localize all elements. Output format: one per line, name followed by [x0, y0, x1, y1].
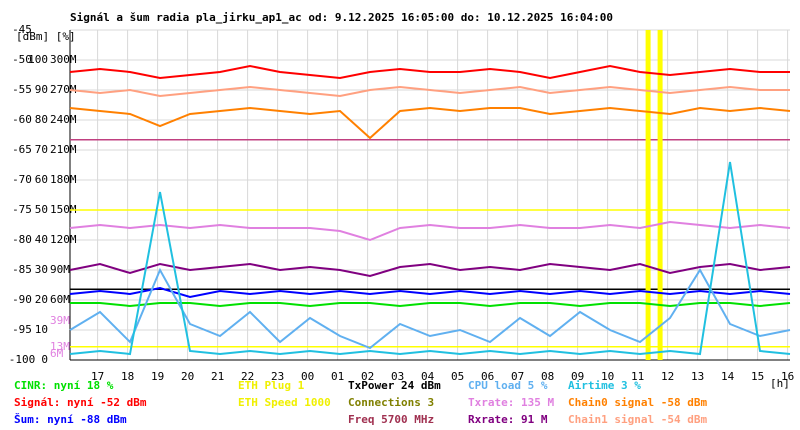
legend-entry: CINR: nyní 18 % — [14, 379, 114, 392]
series-line — [69, 64, 790, 80]
y-tick-label: -50 — [12, 53, 32, 66]
rate-tick-label: 300M — [50, 53, 77, 66]
pct-tick-label: 80 — [35, 113, 48, 126]
x-tick-label: 05 — [451, 370, 464, 383]
x-tick-label: 19 — [151, 370, 164, 383]
pct-tick-label: 10 — [35, 323, 48, 336]
chart-title: Signál a šum radia pla_jirku_ap1_ac od: … — [70, 11, 613, 24]
pct-tick-label: 20 — [35, 293, 48, 306]
rate-tick-label: 90M — [50, 263, 70, 276]
x-tick-label: 15 — [751, 370, 764, 383]
y-tick-label: -75 — [12, 203, 32, 216]
y-tick-label: -80 — [12, 233, 32, 246]
legend-entry: Chain0 signal -58 dBm — [568, 396, 707, 409]
x-tick-label: 09 — [571, 370, 584, 383]
legend-entry: Chain1 signal -54 dBm — [568, 413, 707, 426]
rate-marker: 6M — [50, 347, 64, 360]
legend-entry: ETH Plug 1 — [238, 379, 305, 392]
y-tick-label: -70 — [12, 173, 32, 186]
series-line — [70, 302, 791, 308]
pct-tick-label: 100 — [28, 53, 48, 66]
rate-tick-label: 60M — [50, 293, 70, 306]
legend-entry: ETH Speed 1000 — [238, 396, 331, 409]
pct-tick-label: 90 — [35, 83, 48, 96]
legend-entry: Freq 5700 MHz — [348, 413, 434, 426]
pct-tick-label: 40 — [35, 233, 48, 246]
rate-marker: 13M — [50, 340, 70, 353]
x-tick-label: 06 — [481, 370, 494, 383]
pct-tick-label: 0 — [41, 353, 48, 366]
legend-entry: Šum: nyní -88 dBm — [14, 413, 127, 426]
x-tick-label: 21 — [211, 370, 224, 383]
y-tick-label: -55 — [12, 83, 32, 96]
legend-entry: Txrate: 135 M — [468, 396, 554, 409]
legend-entry: CPU load 5 % — [468, 379, 548, 392]
legend-entry: Airtime 3 % — [568, 379, 641, 392]
series-line — [69, 85, 790, 98]
x-tick-label: 01 — [331, 370, 344, 383]
rate-tick-label: 120M — [50, 233, 77, 246]
x-tick-label: 17 — [91, 370, 104, 383]
x-tick-label: 14 — [721, 370, 735, 383]
y-tick-label: -90 — [12, 293, 32, 306]
rate-tick-label: 210M — [50, 143, 77, 156]
y-tick-label: -100 — [9, 353, 36, 366]
x-tick-label: 07 — [511, 370, 524, 383]
x-tick-label: 11 — [631, 370, 644, 383]
y-tick-label: -60 — [12, 113, 32, 126]
series-line — [69, 106, 791, 140]
rate-marker: 39M — [50, 314, 70, 327]
pct-tick-label: 30 — [35, 263, 48, 276]
series-line — [69, 286, 791, 299]
x-tick-label: 16 — [781, 370, 794, 383]
x-tick-label: 02 — [361, 370, 374, 383]
rate-tick-label: 180M — [50, 173, 77, 186]
x-tick-label: 03 — [391, 370, 404, 383]
x-tick-label: 04 — [421, 370, 435, 383]
pct-tick-label: 60 — [35, 173, 48, 186]
series-line — [69, 220, 791, 242]
x-tick-label: 00 — [301, 370, 314, 383]
legend-entry: Rxrate: 91 M — [468, 413, 548, 426]
rate-tick-label: 240M — [50, 113, 77, 126]
x-tick-label: 18 — [121, 370, 134, 383]
y-tick-label: -65 — [12, 143, 32, 156]
legend-entry: Connections 3 — [348, 396, 434, 409]
y-tick-label: -45 — [12, 23, 32, 36]
x-tick-label: 10 — [601, 370, 614, 383]
x-tick-label: 23 — [271, 370, 284, 383]
x-tick-label: 08 — [541, 370, 554, 383]
x-tick-label: 22 — [241, 370, 254, 383]
series-line — [69, 262, 791, 278]
series-line — [69, 161, 791, 356]
y-tick-label: -95 — [12, 323, 32, 336]
x-tick-label: 20 — [181, 370, 194, 383]
y-unit-label: [dBm] [%] — [16, 30, 76, 43]
pct-tick-label: 70 — [35, 143, 48, 156]
series-line — [69, 267, 791, 350]
legend-entry: TxPower 24 dBm — [348, 379, 441, 392]
y-tick-label: -85 — [12, 263, 32, 276]
legend-entry: Signál: nyní -52 dBm — [14, 396, 147, 409]
pct-tick-label: 50 — [35, 203, 48, 216]
x-tick-label: 12 — [661, 370, 674, 383]
x-tick-label: 13 — [691, 370, 704, 383]
x-unit-label: [h] — [770, 377, 790, 390]
